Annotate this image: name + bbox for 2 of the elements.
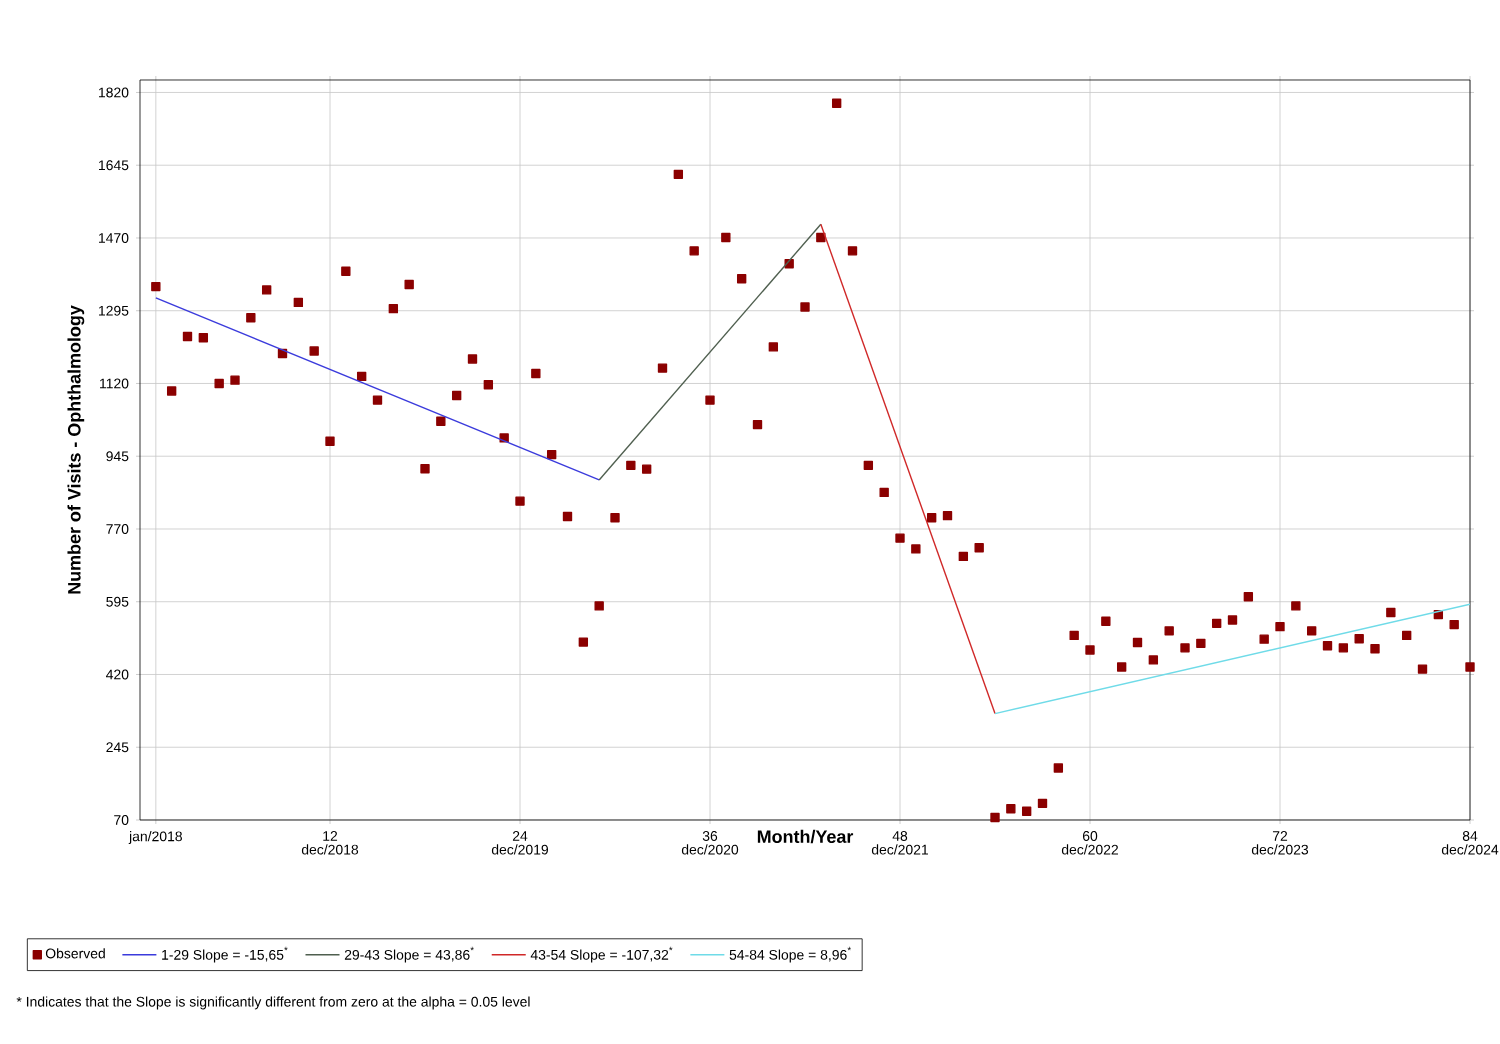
x-axis-title: Month/Year [757,829,854,844]
y-axis-title: Number of Visits - Ophthalmology [67,305,85,594]
